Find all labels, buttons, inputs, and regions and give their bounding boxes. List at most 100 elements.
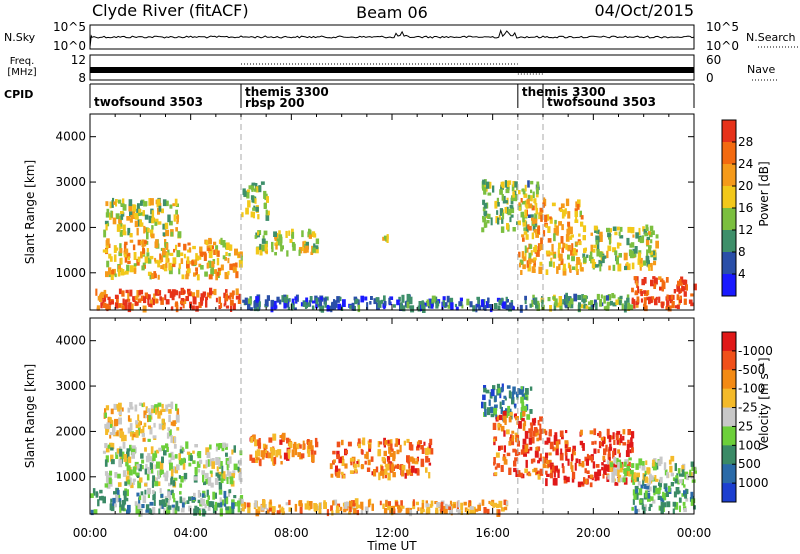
power-cell bbox=[525, 247, 529, 253]
velocity-cell bbox=[336, 454, 340, 460]
velocity-cbar-label-1: 500 bbox=[738, 457, 761, 471]
power-cell bbox=[519, 262, 522, 268]
velocity-cell bbox=[145, 463, 148, 470]
station-title: Clyde River (fitACF) bbox=[92, 1, 249, 20]
velocity-cell bbox=[385, 463, 390, 471]
nsky-left-tick-top: 10^5 bbox=[53, 20, 86, 34]
velocity-cell bbox=[592, 461, 596, 469]
power-cell bbox=[111, 300, 114, 305]
velocity-cell bbox=[179, 491, 182, 495]
velocity-cell bbox=[624, 468, 627, 472]
velocity-cell bbox=[642, 461, 645, 469]
velocity-cell bbox=[670, 482, 674, 487]
velocity-cell bbox=[148, 415, 152, 422]
power-cell bbox=[593, 225, 598, 231]
velocity-cell bbox=[161, 424, 165, 431]
velocity-cell bbox=[148, 508, 152, 514]
velocity-cell bbox=[649, 473, 652, 479]
velocity-cell bbox=[288, 499, 291, 506]
velocity-cell bbox=[371, 503, 374, 511]
power-cell bbox=[532, 224, 536, 231]
velocity-cell bbox=[173, 436, 177, 443]
velocity-cell bbox=[180, 476, 184, 483]
velocity-cell bbox=[389, 452, 394, 457]
velocity-cell bbox=[677, 480, 680, 485]
power-cell bbox=[142, 305, 147, 313]
power-cell bbox=[375, 297, 380, 303]
power-cell bbox=[679, 299, 682, 303]
velocity-cell bbox=[356, 509, 359, 516]
power-cell bbox=[122, 204, 127, 211]
power-cell bbox=[542, 230, 546, 237]
power-cell bbox=[309, 296, 313, 303]
power-cell bbox=[511, 195, 515, 202]
velocity-cell bbox=[520, 396, 524, 404]
power-cell bbox=[632, 234, 635, 238]
velocity-cell bbox=[637, 481, 641, 486]
velocity-cell bbox=[229, 476, 234, 485]
velocity-cell bbox=[291, 449, 295, 458]
velocity-cell bbox=[154, 464, 157, 470]
velocity-cell bbox=[264, 450, 268, 454]
velocity-cell bbox=[434, 501, 438, 505]
power-cell bbox=[545, 269, 549, 275]
power-cell bbox=[640, 298, 643, 303]
velocity-cell bbox=[323, 502, 327, 509]
velocity-cell bbox=[160, 493, 164, 498]
power-cell bbox=[667, 305, 672, 312]
velocity-cell bbox=[131, 448, 136, 455]
velocity-cell bbox=[529, 386, 533, 391]
power-cell bbox=[106, 238, 110, 246]
velocity-cell bbox=[144, 483, 148, 487]
power-cell bbox=[649, 251, 654, 255]
velocity-cell bbox=[595, 464, 600, 468]
velocity-cell bbox=[183, 457, 186, 463]
power-cell bbox=[294, 296, 298, 301]
velocity-cell bbox=[520, 449, 525, 455]
power-cell bbox=[527, 180, 530, 188]
velocity-cell bbox=[379, 500, 382, 506]
velocity-cell bbox=[532, 458, 536, 463]
velocity-cell bbox=[280, 461, 283, 465]
velocity-cell bbox=[127, 427, 132, 434]
power-cell bbox=[238, 259, 243, 268]
power-cell bbox=[527, 214, 531, 218]
power-cell bbox=[599, 263, 602, 272]
velocity-cell bbox=[348, 511, 352, 515]
power-cell bbox=[138, 209, 142, 213]
velocity-cell bbox=[457, 509, 461, 515]
velocity-cell bbox=[463, 501, 467, 506]
velocity-cell bbox=[286, 437, 290, 444]
power-cell bbox=[646, 297, 649, 301]
velocity-cell bbox=[399, 444, 402, 453]
power-cell bbox=[634, 246, 638, 254]
power-cell bbox=[560, 203, 565, 208]
velocity-cell bbox=[534, 417, 537, 423]
velocity-cell bbox=[408, 468, 412, 475]
velocity-cell bbox=[619, 439, 623, 444]
velocity-cell bbox=[279, 455, 282, 459]
power-cell bbox=[475, 304, 478, 313]
velocity-cell bbox=[310, 445, 314, 452]
velocity-cell bbox=[149, 456, 152, 462]
velocity-cell bbox=[617, 462, 620, 470]
power-cell bbox=[119, 229, 123, 237]
velocity-cell bbox=[254, 439, 258, 447]
power-cell bbox=[226, 295, 231, 299]
velocity-cell bbox=[129, 444, 132, 451]
power-cell bbox=[618, 242, 622, 246]
velocity-cell bbox=[104, 459, 108, 467]
velocity-cell bbox=[109, 442, 113, 448]
velocity-cell bbox=[170, 469, 174, 477]
power-cell bbox=[482, 207, 486, 212]
power-cell bbox=[431, 295, 436, 303]
velocity-cell bbox=[377, 441, 381, 448]
power-cell bbox=[466, 298, 470, 306]
power-cell bbox=[258, 305, 261, 310]
velocity-cell bbox=[580, 429, 583, 436]
cpid-segment-0-line-0: twofsound 3503 bbox=[94, 95, 203, 109]
power-cell bbox=[497, 305, 501, 310]
velocity-ytick-label-3: 4000 bbox=[55, 334, 86, 348]
velocity-cell bbox=[286, 457, 290, 461]
velocity-cell bbox=[544, 456, 548, 463]
